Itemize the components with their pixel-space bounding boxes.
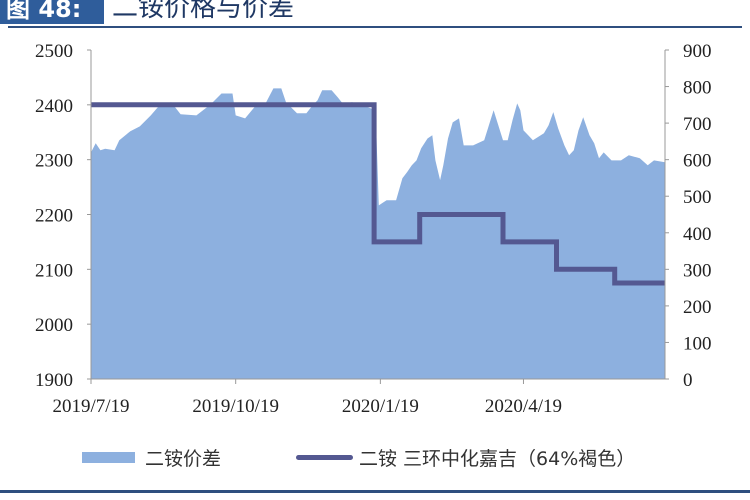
legend-area-swatch (82, 452, 135, 463)
right-y-tick-label: 700 (683, 114, 712, 135)
price-line-series (91, 102, 665, 286)
figure-title: 二铵价格与价差 (112, 0, 295, 23)
left-y-tick-label: 2200 (35, 206, 73, 227)
legend-label: 二铵 三环中化嘉吉（64%褐色） (359, 448, 636, 470)
top-divider (8, 26, 742, 28)
spread-area-series (91, 88, 665, 380)
right-y-tick-label: 200 (683, 297, 712, 318)
right-y-tick-label: 0 (683, 370, 693, 391)
x-tick-label: 2020/1/19 (342, 396, 419, 417)
x-tick-label: 2019/7/19 (52, 396, 129, 417)
x-tick-label: 2019/10/19 (192, 396, 279, 417)
left-y-tick-label: 2400 (35, 96, 73, 117)
left-y-tick-label: 2000 (35, 315, 73, 336)
right-y-tick-label: 800 (683, 78, 712, 99)
left-y-tick-label: 2100 (35, 260, 73, 281)
left-y-tick-label: 2500 (35, 41, 73, 62)
bottom-divider (0, 490, 750, 493)
left-y-tick-label: 1900 (35, 370, 73, 391)
legend-item-spread: 二铵价差 (82, 444, 221, 471)
right-y-tick-label: 300 (683, 260, 712, 281)
legend-item-price: 二铵 三环中化嘉吉（64%褐色） (296, 444, 635, 471)
legend-label: 二铵价差 (145, 448, 222, 470)
x-tick-label: 2020/4/19 (485, 396, 562, 417)
left-y-tick-label: 2300 (35, 151, 73, 172)
legend-line-swatch (296, 455, 353, 460)
figure-label: 图 48: (0, 0, 104, 24)
right-y-tick-label: 400 (683, 224, 712, 245)
right-y-tick-label: 600 (683, 151, 712, 172)
right-y-tick-label: 900 (683, 41, 712, 62)
right-y-tick-label: 100 (683, 333, 712, 354)
right-y-tick-label: 500 (683, 187, 712, 208)
